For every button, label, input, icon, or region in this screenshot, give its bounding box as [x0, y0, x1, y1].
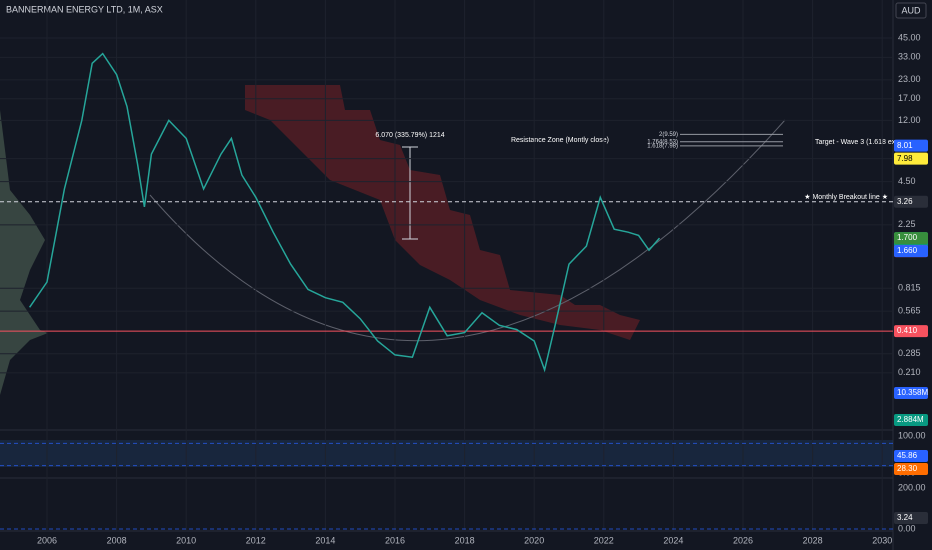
x-tick-label: 2028 [803, 535, 823, 545]
price-label-box [894, 245, 928, 258]
y-tick-label: 0.00 [898, 523, 916, 533]
ichimoku-cloud [245, 85, 640, 340]
volume-label-box [894, 414, 928, 426]
price-label-box [894, 195, 928, 208]
x-tick-label: 2020 [524, 535, 544, 545]
x-tick-label: 2018 [455, 535, 475, 545]
x-tick-label: 2016 [385, 535, 405, 545]
symbol-title: BANNERMAN ENERGY LTD, 1M, ASX [6, 4, 163, 14]
y-tick-label: 0.815 [898, 283, 921, 293]
price-label: 28.30 [897, 464, 918, 473]
cup-curve [149, 119, 786, 342]
resistance-label: Resistance Zone (Montly close) [511, 137, 609, 144]
price-label: 1.700 [897, 233, 918, 242]
volume-profile [0, 110, 48, 395]
price-label-box [894, 512, 928, 524]
price-label: 0.410 [897, 326, 918, 335]
price-label-box [894, 139, 928, 152]
y-tick-label: 200.00 [898, 483, 926, 493]
x-tick-label: 2008 [107, 535, 127, 545]
y-tick-label: 23.00 [898, 74, 921, 84]
target-label: Target - Wave 3 (1.618 ex [815, 139, 896, 146]
currency-box[interactable] [895, 2, 927, 19]
price-label-box [894, 449, 928, 462]
x-tick-label: 2022 [594, 535, 614, 545]
price-label: 8.01 [897, 141, 913, 150]
price-label-box [894, 152, 928, 165]
y-tick-label: 100.00 [898, 430, 926, 440]
oscillator-band [0, 440, 893, 467]
price-label: 45.86 [897, 451, 918, 460]
fib-label: 1.764(8.53) [647, 139, 678, 145]
y-tick-label: 17.00 [898, 93, 921, 103]
y-tick-label: 2.25 [898, 219, 916, 229]
y-tick-label: 33.00 [898, 52, 921, 62]
y-tick-label: 0.285 [898, 348, 921, 358]
price-label-box [894, 232, 928, 245]
fib-label: 1.618(7.98) [647, 143, 678, 149]
y-tick-label: 0.565 [898, 305, 921, 315]
price-label: 3.24 [897, 513, 913, 522]
y-tick-label: 12.00 [898, 115, 921, 125]
volume-label-box [894, 387, 928, 399]
currency[interactable]: AUD [901, 5, 921, 15]
price-line [28, 52, 661, 373]
fib-label: 2(9.59) [659, 132, 678, 138]
price-label-box [894, 325, 928, 338]
y-tick-label: 45.00 [898, 32, 921, 42]
x-tick-label: 2012 [246, 535, 266, 545]
x-tick-label: 2026 [733, 535, 753, 545]
y-tick-label: 4.50 [898, 176, 916, 186]
volume-label: 10.358M [897, 388, 928, 397]
price-label: 3.26 [897, 197, 913, 206]
price-label: 7.98 [897, 154, 913, 163]
x-tick-label: 2024 [663, 535, 683, 545]
price-label: 1.660 [897, 246, 918, 255]
x-tick-label: 2030 [872, 535, 892, 545]
x-tick-label: 2014 [315, 535, 335, 545]
price-label-box [894, 462, 928, 475]
volume-label: 2.884M [897, 415, 924, 424]
y-tick-label: 0.210 [898, 367, 921, 377]
measure-label: 6.070 (335.79%) 1214 [375, 132, 444, 139]
breakout-label: ★ Monthly Breakout line ★ [804, 193, 888, 201]
x-tick-label: 2006 [37, 535, 57, 545]
x-tick-label: 2010 [176, 535, 196, 545]
